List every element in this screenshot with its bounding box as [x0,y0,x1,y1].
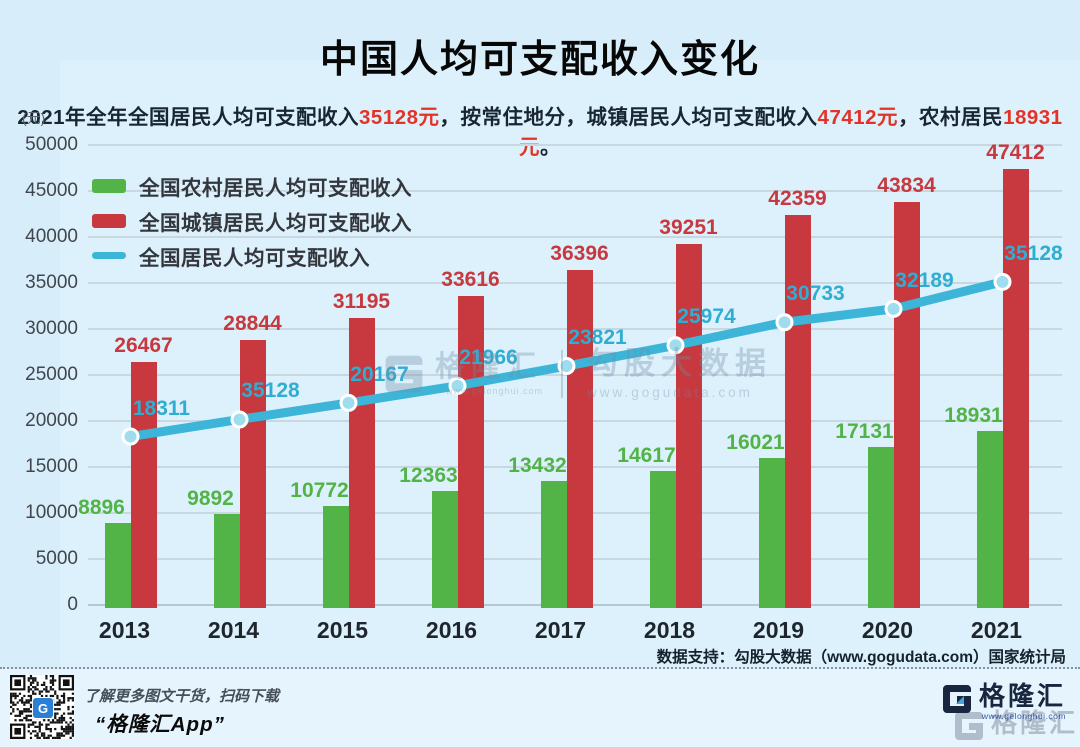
subtitle: 2021年全年全国居民人均可支配收入35128元，按常住地分，城镇居民人均可支配… [0,100,1080,160]
legend-item: 全国城镇居民人均可支配收入 [92,203,412,238]
watermark-data-block: 勾股大数据 www.gogudata.com [587,348,772,400]
gelonghui-logo: 格隆汇 www.gelonghui.com [941,683,1066,721]
legend-swatch-red-bar [92,213,126,228]
watermark-divider [561,350,564,398]
gelonghui-logo-icon [385,355,423,393]
chart-legend: 全国农村居民人均可支配收入 全国城镇居民人均可支配收入 全国居民人均可支配收入 [92,168,412,273]
page-title: 中国人均可支配收入变化 [319,39,760,81]
subtitle-part: ，农村居民 [898,106,1004,129]
y-axis-unit-label: (元) [22,110,46,126]
legend-label: 全国农村居民人均可支配收入 [139,176,412,200]
qr-code: G [10,675,74,739]
legend-swatch-green-bar [92,178,126,193]
footer-caption-line1: 了解更多图文干货，扫码下载 [84,688,280,705]
logo-ghost-name: 格隆汇 [990,708,1078,738]
legend-item: 全国居民人均可支配收入 [92,238,412,273]
qr-logo-letter: G [37,700,49,716]
subtitle-part: 18931元 [519,106,1063,159]
logo-url-text: www.gelonghui.com [981,711,1066,721]
gelonghui-logo-ghost: 格隆汇 [953,710,1078,742]
gelonghui-logo-icon [942,685,971,713]
watermark-brand-url: www.gelonghui.com [445,385,544,396]
gelonghui-logo-icon [954,712,983,740]
subtitle-part: ，按常住地分，城镇居民人均可支配收入 [439,106,818,129]
qr-code-pattern [10,675,74,739]
legend-swatch-blue-line [92,252,126,259]
footer: G 了解更多图文干货，扫码下载 “格隆汇App” 格隆汇 www.gelongh… [0,669,1080,747]
legend-label: 全国城镇居民人均可支配收入 [139,211,412,235]
legend-item: 全国农村居民人均可支配收入 [92,168,412,203]
data-source-note: 数据支持：勾股大数据（www.gogudata.com）国家统计局 [656,649,1066,666]
watermark-gogudata-url: www.gogudata.com [587,385,753,400]
subtitle-part: 35128元 [359,106,440,129]
subtitle-part: 47412元 [817,106,899,129]
logo-name-text: 格隆汇 [978,681,1066,711]
center-watermark: 格隆汇 www.gelonghui.com 勾股大数据 www.gogudata… [383,348,772,400]
watermark-brand-text: 格隆汇 [435,350,544,383]
footer-divider [0,667,1080,669]
watermark-brand-block: 格隆汇 www.gelonghui.com [435,350,544,396]
qr-center-logo: G [32,697,54,719]
watermark-gogudata-text: 勾股大数据 [587,346,773,381]
footer-caption-line2: “格隆汇App” [95,713,225,736]
legend-label: 全国居民人均可支配收入 [139,246,370,270]
subtitle-part: 。 [540,136,561,159]
subtitle-part: 2021年全年全国居民人均可支配收入 [17,106,360,129]
